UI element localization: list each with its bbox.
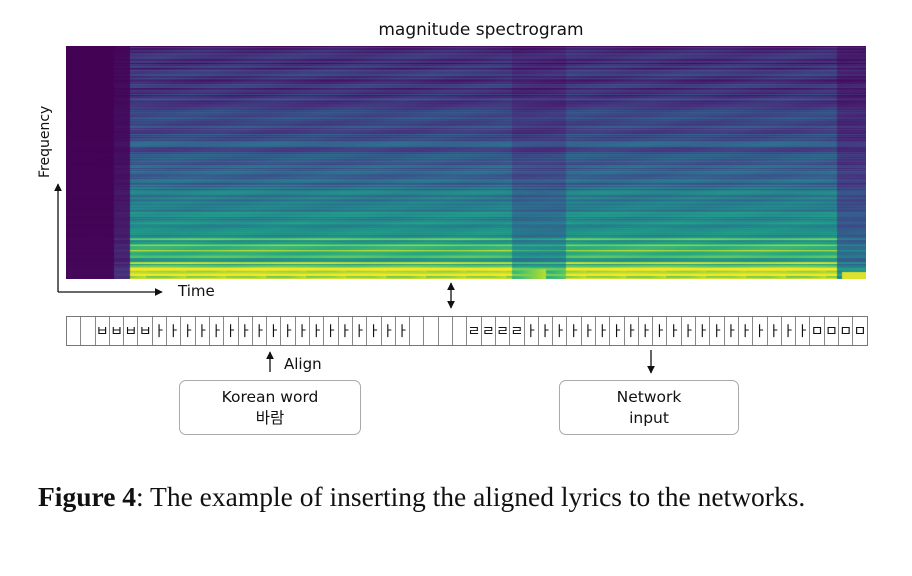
lyric-cell: [424, 317, 439, 345]
lyric-cell: ㅏ: [353, 317, 368, 345]
lyric-cell: ㄹ: [482, 317, 496, 345]
lyric-cell: ㅏ: [753, 317, 768, 345]
lyric-cell: ㅏ: [224, 317, 239, 345]
lyric-cell: ㅏ: [239, 317, 253, 345]
lyric-cell: ㅏ: [782, 317, 797, 345]
lyric-cell: ㅏ: [567, 317, 582, 345]
lyric-cell: ㄹ: [467, 317, 482, 345]
lyric-cell: ㅏ: [267, 317, 282, 345]
lyric-cell: ㅏ: [553, 317, 568, 345]
lyric-cell: ㅂ: [96, 317, 110, 345]
lyric-cell: ㅏ: [610, 317, 625, 345]
lyric-cell: ㅏ: [382, 317, 396, 345]
lyric-cell: [81, 317, 96, 345]
figure-caption: Figure 4: The example of inserting the a…: [38, 478, 888, 516]
lyric-cell: ㄹ: [496, 317, 511, 345]
korean-word-box: Korean word 바람: [179, 380, 361, 435]
lyric-cell: ㅏ: [725, 317, 739, 345]
lyric-cell: ㅏ: [367, 317, 382, 345]
lyric-cell: ㅏ: [653, 317, 668, 345]
lyric-cell: ㅏ: [167, 317, 182, 345]
lyric-cell: ㅏ: [639, 317, 654, 345]
spectrogram-image: [66, 46, 866, 279]
lyric-cell: ㅂ: [110, 317, 125, 345]
lyric-cell: [67, 317, 82, 345]
network-input-box: Network input: [559, 380, 739, 435]
lyric-cell: ㅏ: [768, 317, 782, 345]
lyric-cell: ㅏ: [310, 317, 325, 345]
lyric-cell: ㅁ: [810, 317, 825, 345]
lyric-cell: ㅏ: [281, 317, 296, 345]
lyric-cell: ㅏ: [739, 317, 754, 345]
lyric-cell: ㅁ: [853, 324, 867, 340]
aligned-lyrics-strip: ㅂㅂㅂㅂㅏㅏㅏㅏㅏㅏㅏㅏㅏㅏㅏㅏㅏㅏㅏㅏㅏㅏㄹㄹㄹㄹㅏㅏㅏㅏㅏㅏㅏㅏㅏㅏㅏㅏㅏㅏ…: [66, 316, 868, 346]
lyric-cell: ㅏ: [796, 317, 811, 345]
lyric-cell: ㅏ: [296, 317, 311, 345]
lyric-cell: [410, 317, 425, 345]
lyric-cell: ㅏ: [196, 317, 210, 345]
lyric-cell: ㅏ: [696, 317, 711, 345]
lyric-cell: ㅏ: [582, 317, 596, 345]
lyric-cell: ㄹ: [510, 317, 525, 345]
lyric-cell: ㅏ: [625, 317, 639, 345]
lyric-cell: ㅏ: [710, 317, 725, 345]
frequency-axis-label: Frequency: [37, 105, 53, 178]
lyric-cell: ㅏ: [181, 317, 196, 345]
caption-label: Figure 4: [38, 481, 137, 512]
lyric-cell: ㅁ: [839, 317, 854, 345]
lyric-cell: ㅏ: [324, 317, 339, 345]
korean-word-line1: Korean word: [221, 387, 319, 406]
lyric-cell: ㅏ: [525, 317, 539, 345]
lyric-cell: ㅂ: [138, 317, 153, 345]
lyric-cell: ㅏ: [153, 317, 168, 345]
lyric-cell: ㅏ: [253, 317, 268, 345]
caption-text: : The example of inserting the aligned l…: [136, 481, 806, 512]
lyric-cell: ㅂ: [124, 317, 139, 345]
lyric-cell: ㅏ: [396, 317, 411, 345]
network-input-line2: input: [629, 408, 669, 427]
lyric-cell: ㅏ: [210, 317, 225, 345]
lyric-cell: ㅁ: [825, 317, 840, 345]
lyric-cell: ㅏ: [339, 317, 353, 345]
align-label: Align: [284, 355, 322, 373]
lyric-cell: ㅏ: [682, 317, 697, 345]
korean-word-line2: 바람: [255, 408, 285, 427]
spectrogram-title: magnitude spectrogram: [378, 20, 584, 40]
lyric-cell: ㅏ: [667, 317, 682, 345]
lyric-cell: [453, 317, 468, 345]
network-input-line1: Network: [616, 387, 682, 406]
lyric-cell: ㅏ: [539, 317, 554, 345]
lyric-cell: ㅏ: [596, 317, 611, 345]
time-axis-label: Time: [178, 282, 215, 300]
lyric-cell: [439, 317, 454, 345]
